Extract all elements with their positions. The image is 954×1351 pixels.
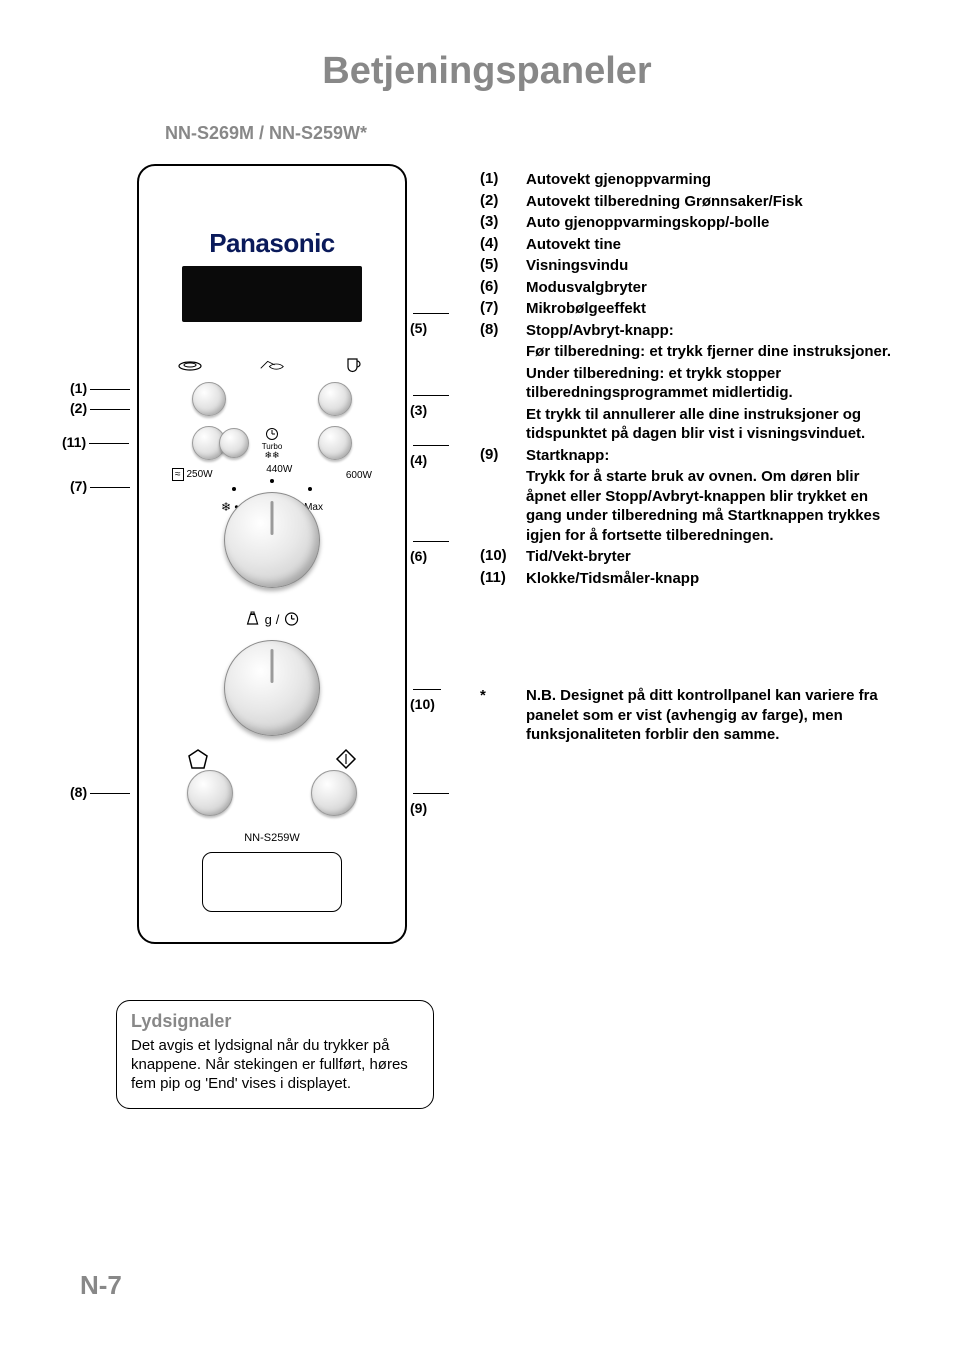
auto-cup-button[interactable]: [318, 382, 352, 416]
power-labels: ≈250W 440W 600W: [172, 468, 372, 481]
design-note: * N.B. Designet på ditt kontrollpanel ka…: [480, 686, 894, 745]
description-item: (8)Stopp/Avbryt-knapp:: [480, 321, 894, 341]
microwave-icon: ≈: [172, 468, 184, 481]
description-item: (7)Mikrobølgeeffekt: [480, 299, 894, 319]
callout-7: (7): [70, 478, 133, 494]
description-item: (10)Tid/Vekt-bryter: [480, 547, 894, 567]
auto-reheat-button[interactable]: [192, 382, 226, 416]
start-button[interactable]: [311, 770, 357, 816]
callout-11: (11): [62, 434, 132, 450]
display-window: [182, 266, 362, 322]
callout-10: (10): [410, 680, 460, 712]
auto-defrost-button[interactable]: [318, 426, 352, 460]
description-item: (2)Autovekt tilberedning Grønnsaker/Fisk: [480, 192, 894, 212]
description-item: (5)Visningsvindu: [480, 256, 894, 276]
signal-body: Det avgis et lydsignal når du trykker på…: [131, 1036, 419, 1094]
page-title: Betjeningspaneler: [80, 50, 894, 93]
clock-turbo-icon: Turbo ❄❄: [262, 427, 283, 460]
panel-frame: Panasonic: [137, 164, 407, 944]
callout-3: (3): [410, 386, 460, 418]
callout-6: (6): [410, 532, 460, 564]
program-icons-row: [177, 354, 367, 374]
panel-model-tag: NN-S259W: [244, 832, 300, 844]
description-item: (3)Auto gjenoppvarmingskopp/-bolle: [480, 213, 894, 233]
description-body: Trykk for å starte bruk av ovnen. Om dør…: [526, 467, 894, 545]
panel-illustration: Panasonic: [80, 164, 460, 1109]
clock-timer-button[interactable]: [219, 428, 249, 458]
page-number: N-7: [80, 1270, 122, 1301]
weight-time-label: g /: [245, 611, 300, 627]
description-item: (6)Modusvalgbryter: [480, 278, 894, 298]
model-number: NN-S269M / NN-S259W*: [165, 123, 894, 144]
description-item: (9)Startknapp:: [480, 446, 894, 466]
callout-2: (2): [70, 400, 133, 416]
cup-icon: [341, 354, 367, 374]
clock-icon: [283, 611, 299, 627]
description-body: Under tilberedning: et trykk stopper til…: [526, 364, 894, 403]
callout-5: (5): [410, 304, 460, 336]
veg-fish-icon: [259, 354, 285, 374]
callout-8: (8): [70, 784, 133, 800]
description-body: Et trykk til annullerer alle dine instru…: [526, 405, 894, 444]
callout-1: (1): [70, 380, 133, 396]
panel-tray: [202, 852, 342, 912]
plate-icon: [177, 354, 203, 374]
callout-9: (9): [410, 784, 460, 816]
time-weight-dial[interactable]: [224, 640, 320, 736]
description-column: (1)Autovekt gjenoppvarming(2)Autovekt ti…: [480, 164, 894, 1109]
mode-dial[interactable]: [224, 492, 320, 588]
turbo-defrost-icon: ❄❄: [264, 451, 279, 460]
description-item: (4)Autovekt tine: [480, 235, 894, 255]
signal-title: Lydsignaler: [131, 1011, 419, 1032]
signal-box: Lydsignaler Det avgis et lydsignal når d…: [116, 1000, 434, 1109]
brand-logo: Panasonic: [139, 228, 405, 259]
callout-4: (4): [410, 436, 460, 468]
stop-cancel-button[interactable]: [187, 770, 233, 816]
description-item: (1)Autovekt gjenoppvarming: [480, 170, 894, 190]
description-item: (11)Klokke/Tidsmåler-knapp: [480, 569, 894, 589]
description-body: Før tilberedning: et trykk fjerner dine …: [526, 342, 894, 362]
weight-icon: [245, 611, 261, 627]
